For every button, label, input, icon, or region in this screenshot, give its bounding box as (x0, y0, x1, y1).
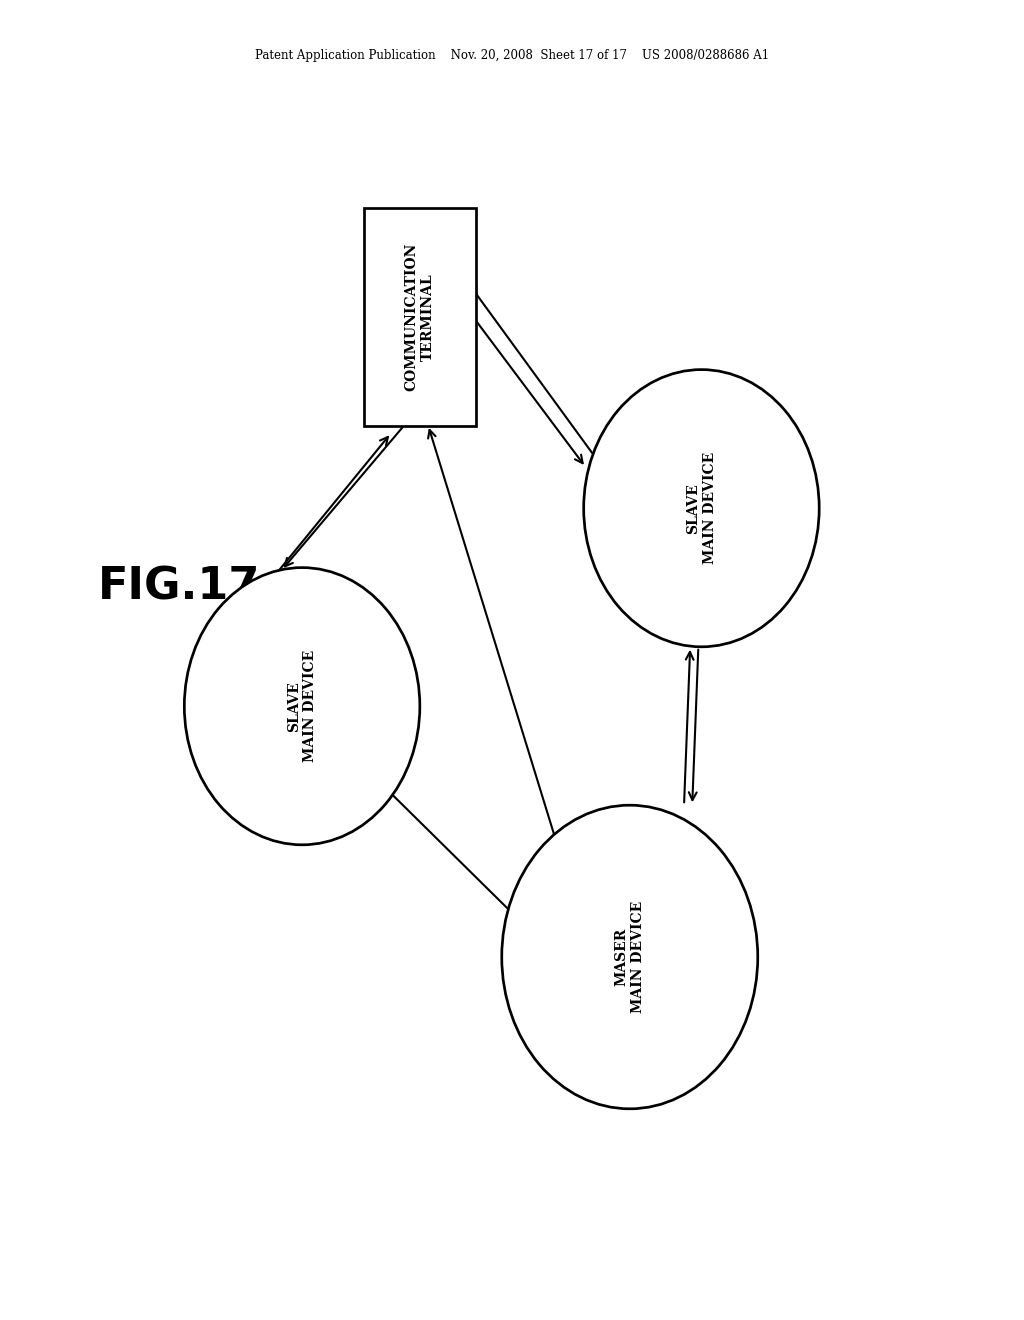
Text: Patent Application Publication    Nov. 20, 2008  Sheet 17 of 17    US 2008/02886: Patent Application Publication Nov. 20, … (255, 49, 769, 62)
Ellipse shape (502, 805, 758, 1109)
FancyBboxPatch shape (364, 207, 476, 425)
Text: SLAVE
MAIN DEVICE: SLAVE MAIN DEVICE (287, 649, 317, 763)
Text: FIG.17: FIG.17 (98, 566, 260, 609)
Text: COMMUNICATION
TERMINAL: COMMUNICATION TERMINAL (404, 243, 435, 391)
Text: SLAVE
MAIN DEVICE: SLAVE MAIN DEVICE (686, 451, 717, 565)
Ellipse shape (184, 568, 420, 845)
Ellipse shape (584, 370, 819, 647)
Text: MASER
MAIN DEVICE: MASER MAIN DEVICE (614, 900, 645, 1014)
